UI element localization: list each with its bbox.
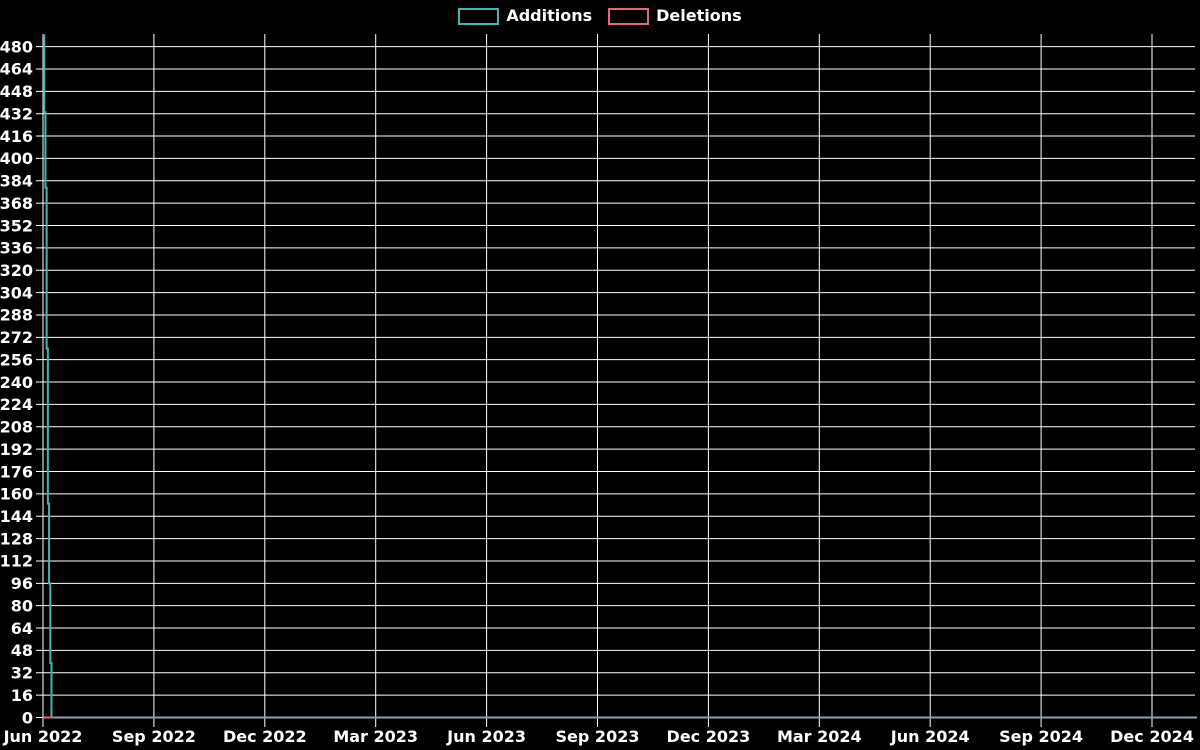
y-tick-label: 432 xyxy=(0,104,33,123)
y-tick-label: 464 xyxy=(0,60,33,79)
y-tick-label: 272 xyxy=(0,328,33,347)
y-tick-label: 368 xyxy=(0,194,33,213)
y-tick-label: 304 xyxy=(0,283,33,302)
y-tick-label: 80 xyxy=(11,596,33,615)
y-tick-label: 96 xyxy=(11,574,33,593)
additions-line xyxy=(43,34,53,718)
y-tick-label: 416 xyxy=(0,127,33,146)
x-tick-label: Dec 2022 xyxy=(223,727,307,746)
y-tick-label: 336 xyxy=(0,239,33,258)
x-tick-label: Sep 2022 xyxy=(112,727,196,746)
y-tick-label: 48 xyxy=(11,641,33,660)
x-tick-label: Sep 2023 xyxy=(556,727,640,746)
x-tick-label: Jun 2023 xyxy=(446,727,526,746)
y-tick-label: 0 xyxy=(22,708,33,727)
y-tick-label: 384 xyxy=(0,172,33,191)
y-tick-label: 192 xyxy=(0,440,33,459)
y-tick-label: 288 xyxy=(0,306,33,325)
x-tick-label: Mar 2023 xyxy=(333,727,418,746)
y-tick-label: 240 xyxy=(0,373,33,392)
y-tick-label: 224 xyxy=(0,395,33,414)
y-tick-label: 320 xyxy=(0,261,33,280)
y-tick-label: 16 xyxy=(11,686,33,705)
additions-legend-label: Additions xyxy=(506,6,593,25)
y-tick-label: 480 xyxy=(0,37,33,56)
legend-item-additions: Additions xyxy=(458,7,592,25)
y-tick-label: 176 xyxy=(0,462,33,481)
deletions-legend-label: Deletions xyxy=(656,6,742,25)
x-tick-label: Mar 2024 xyxy=(777,727,862,746)
x-tick-label: Sep 2024 xyxy=(999,727,1083,746)
y-tick-label: 144 xyxy=(0,507,33,526)
x-tick-label: Dec 2024 xyxy=(1110,727,1194,746)
y-tick-label: 400 xyxy=(0,149,33,168)
y-tick-label: 160 xyxy=(0,485,33,504)
x-tick-label: Jun 2022 xyxy=(3,727,83,746)
x-tick-label: Dec 2023 xyxy=(667,727,751,746)
y-tick-label: 352 xyxy=(0,216,33,235)
legend-item-deletions: Deletions xyxy=(608,7,742,25)
y-tick-label: 128 xyxy=(0,529,33,548)
y-tick-label: 448 xyxy=(0,82,33,101)
deletions-legend-swatch-icon xyxy=(608,7,650,25)
additions-legend-swatch-icon xyxy=(458,7,500,25)
y-tick-label: 64 xyxy=(11,619,33,638)
y-tick-label: 256 xyxy=(0,350,33,369)
y-tick-label: 112 xyxy=(0,552,33,571)
chart-legend: Additions Deletions xyxy=(0,7,1200,25)
y-tick-label: 32 xyxy=(11,664,33,683)
y-tick-label: 208 xyxy=(0,418,33,437)
x-tick-label: Jun 2024 xyxy=(890,727,970,746)
